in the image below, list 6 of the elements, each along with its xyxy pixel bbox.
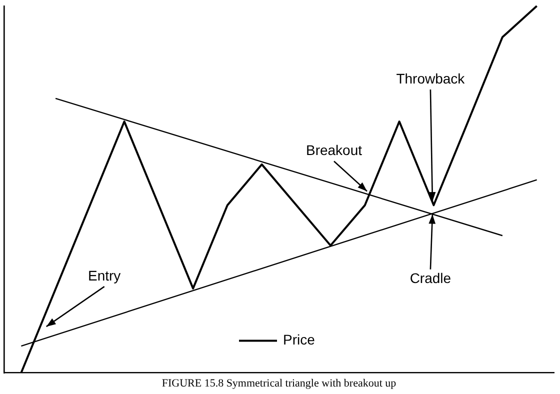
legend-label: Price [283, 332, 316, 348]
annotation: Entry [88, 267, 121, 284]
annotation: Breakout [306, 142, 362, 158]
annotation: Cradle [410, 270, 452, 286]
text: FIGURE 15.8 Symmetrical triangle with breakout up [162, 377, 397, 390]
annotation: Throwback [396, 70, 466, 86]
